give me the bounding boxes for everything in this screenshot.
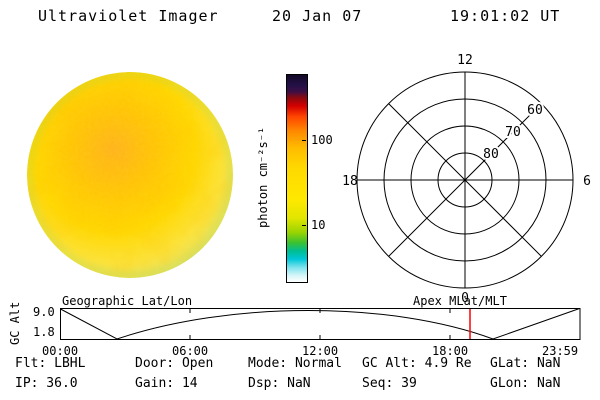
altitude-curve	[60, 308, 580, 340]
altitude-y-axis-label: GC Alt	[8, 301, 22, 345]
status-gain: Gain: 14	[135, 376, 198, 391]
geo-latlon-label: Geographic Lat/Lon	[62, 294, 193, 308]
colorbar-tick-100: 100	[311, 133, 333, 147]
mlt-label-0: 0	[461, 291, 469, 306]
ytick-9: 9.0	[33, 305, 55, 319]
polar-rings-and-spokes	[356, 71, 574, 289]
xtick-0000: 00:00	[42, 344, 79, 358]
mlat-label-70: 70	[505, 125, 521, 140]
xtick-2359: 23:59	[542, 344, 579, 358]
status-glat: GLat: NaN	[490, 356, 561, 371]
altitude-plot	[60, 308, 581, 340]
xtick-1800: 18:00	[432, 344, 469, 358]
status-seq: Seq: 39	[362, 376, 417, 391]
status-door: Door: Open	[135, 356, 214, 371]
xtick-0600: 06:00	[172, 344, 209, 358]
status-ip: IP: 36.0	[15, 376, 78, 391]
status-mode: Mode: Normal	[248, 356, 342, 371]
colorbar-tick-mark	[302, 140, 306, 141]
colorbar-tick-mark	[302, 225, 306, 226]
uv-disk-texture	[27, 72, 233, 278]
status-gc-alt: GC Alt: 4.9 Re	[362, 356, 472, 371]
header-date: 20 Jan 07	[272, 7, 363, 25]
xtick-1200: 12:00	[302, 344, 339, 358]
mlat-label-80: 80	[483, 147, 499, 162]
colorbar-tick-10: 10	[311, 218, 326, 232]
status-glon: GLon: NaN	[490, 376, 561, 391]
status-flt: Flt: LBHL	[15, 356, 86, 371]
axis-tick-marks	[189, 308, 451, 340]
mlt-label-12: 12	[457, 53, 473, 68]
mlt-label-18: 18	[342, 174, 358, 189]
ytick-1-8: 1.8	[33, 325, 55, 339]
colorbar-units-label: photon cm⁻²s⁻¹	[256, 126, 270, 229]
altitude-plot-frame	[60, 308, 581, 340]
uv-disk-image	[27, 72, 233, 278]
app-title: Ultraviolet Imager	[38, 7, 219, 25]
colorbar	[286, 74, 308, 283]
mlt-label-6: 6	[583, 174, 591, 189]
header-time: 19:01:02 UT	[450, 7, 561, 25]
status-dsp: Dsp: NaN	[248, 376, 311, 391]
mlat-label-60: 60	[527, 103, 543, 118]
apex-mlatmlt-label: Apex MLat/MLT	[413, 294, 507, 308]
polar-grid: 12 0 18 6 60 70 80	[342, 53, 591, 306]
